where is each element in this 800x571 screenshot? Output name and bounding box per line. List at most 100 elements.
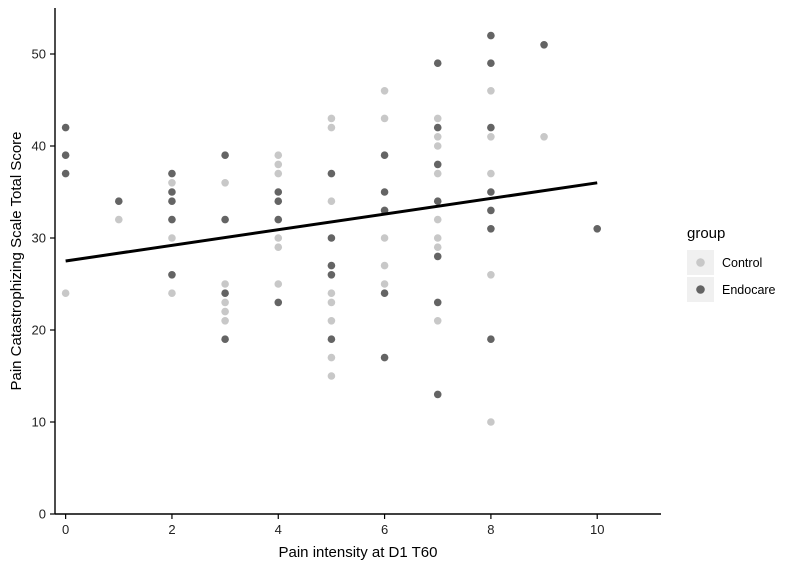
point-control: [433, 114, 442, 123]
point-control: [61, 289, 70, 298]
point-endocare: [433, 390, 442, 399]
point-endocare: [487, 225, 495, 233]
point-control: [327, 298, 336, 307]
point-endocare: [221, 215, 229, 224]
point-control: [433, 317, 442, 325]
point-control: [487, 169, 495, 178]
regression-line: [65, 181, 598, 263]
legend-label-endocare: Endocare: [722, 283, 776, 297]
point-control: [274, 234, 283, 242]
y-tick-label: 50: [32, 47, 46, 62]
point-control: [327, 197, 336, 205]
point-endocare: [168, 271, 176, 279]
legend-marker-endocare: [696, 285, 705, 294]
point-control: [433, 133, 442, 141]
y-tick-label: 20: [32, 323, 46, 338]
point-control: [433, 243, 442, 251]
point-control: [221, 280, 229, 288]
y-tick-label: 0: [39, 507, 46, 522]
point-endocare: [274, 197, 283, 205]
point-endocare: [540, 41, 548, 49]
point-endocare: [61, 151, 70, 159]
point-endocare: [487, 188, 495, 196]
x-tick-label: 4: [275, 522, 282, 537]
x-tick-label: 10: [590, 522, 604, 537]
point-endocare: [433, 123, 442, 132]
x-tick-label: 2: [168, 522, 175, 537]
legend-title: group: [687, 225, 725, 242]
point-control: [221, 317, 229, 325]
point-control: [433, 142, 442, 150]
point-endocare: [380, 353, 389, 362]
point-endocare: [487, 59, 495, 67]
point-control: [327, 317, 336, 325]
y-axis-title: Pain Catastrophizing Scale Total Score: [8, 131, 25, 390]
point-control: [221, 298, 229, 307]
point-endocare: [274, 298, 283, 307]
point-control: [274, 280, 283, 288]
point-endocare: [168, 197, 176, 205]
point-endocare: [221, 151, 229, 159]
y-tick-label: 40: [32, 139, 46, 154]
legend-marker-control: [696, 258, 705, 267]
point-control: [274, 151, 283, 159]
point-control: [433, 234, 442, 242]
point-endocare: [274, 188, 283, 196]
point-control: [380, 280, 389, 288]
point-endocare: [487, 31, 495, 40]
point-endocare: [487, 206, 495, 215]
point-control: [114, 215, 123, 224]
point-endocare: [221, 335, 229, 344]
point-control: [274, 169, 283, 178]
point-control: [433, 169, 442, 178]
x-tick-label: 8: [487, 522, 494, 537]
point-endocare: [61, 123, 70, 132]
point-control: [487, 418, 495, 426]
point-endocare: [327, 271, 336, 279]
point-endocare: [380, 289, 389, 298]
point-endocare: [433, 252, 442, 261]
point-control: [380, 114, 389, 123]
point-control: [168, 289, 176, 298]
point-control: [274, 160, 283, 169]
point-control: [327, 289, 336, 298]
point-control: [380, 234, 389, 242]
x-tick-label: 6: [381, 522, 388, 537]
point-control: [168, 179, 176, 187]
point-control: [327, 372, 336, 380]
point-control: [540, 133, 548, 141]
point-control: [327, 114, 336, 123]
x-axis-title: Pain intensity at D1 T60: [279, 544, 438, 561]
point-endocare: [168, 188, 176, 196]
point-control: [168, 234, 176, 242]
point-control: [221, 307, 229, 316]
point-endocare: [274, 215, 283, 224]
point-endocare: [433, 160, 442, 169]
point-control: [327, 123, 336, 132]
points-layer: [61, 31, 602, 426]
y-tick-label: 10: [32, 415, 46, 430]
point-endocare: [327, 234, 336, 242]
point-control: [433, 215, 442, 224]
point-endocare: [327, 261, 336, 270]
point-endocare: [593, 225, 602, 233]
point-endocare: [433, 298, 442, 307]
x-tick-label: 0: [62, 522, 69, 537]
y-tick-label: 30: [32, 231, 46, 246]
point-endocare: [327, 169, 336, 178]
x-ticks: 0 2 4 6 8 10: [62, 514, 604, 537]
point-endocare: [221, 289, 229, 298]
point-control: [487, 87, 495, 95]
point-control: [327, 353, 336, 362]
point-control: [380, 261, 389, 270]
point-endocare: [114, 197, 123, 205]
legend: group Control Endocare: [687, 225, 776, 302]
point-endocare: [433, 197, 442, 205]
legend-label-control: Control: [722, 256, 762, 270]
point-control: [221, 179, 229, 187]
point-control: [487, 133, 495, 141]
point-endocare: [168, 215, 176, 224]
point-endocare: [380, 188, 389, 196]
point-control: [487, 271, 495, 279]
